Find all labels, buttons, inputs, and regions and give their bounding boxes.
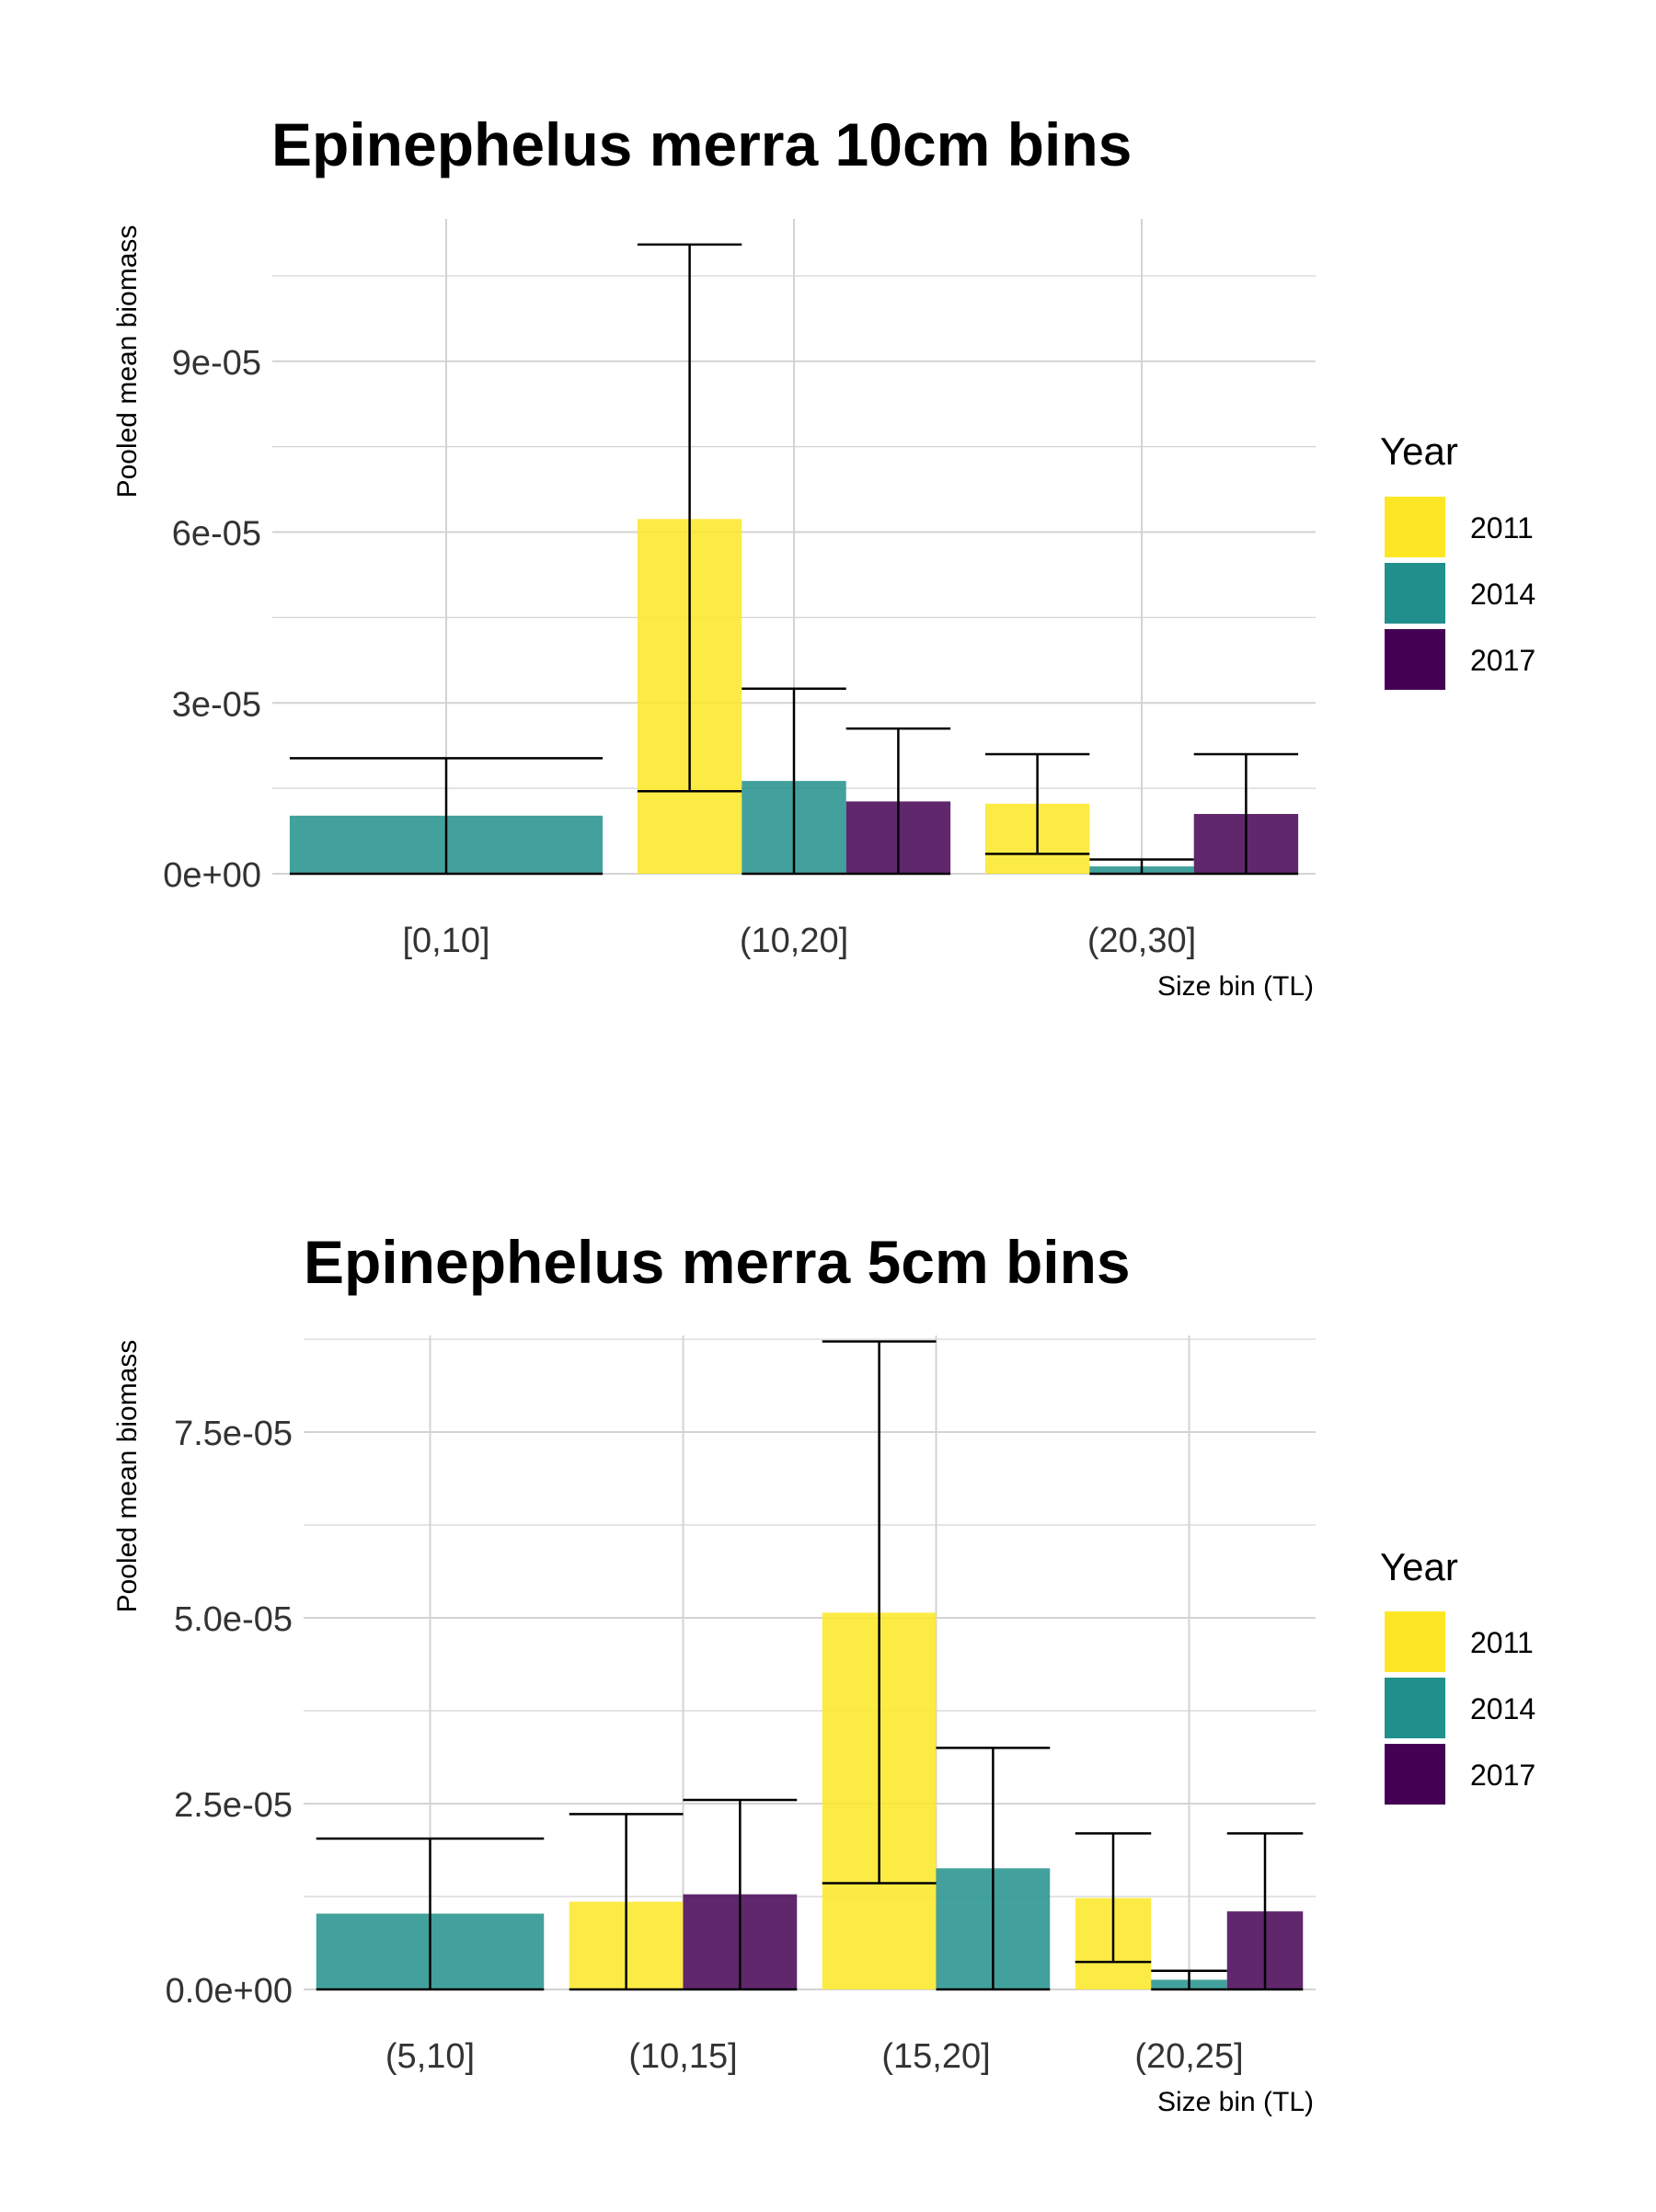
legend-key-2011 <box>1385 1611 1445 1672</box>
chart-title: Epinephelus merra 10cm bins <box>271 110 1132 178</box>
y-tick-label: 2.5e-05 <box>174 1786 293 1825</box>
legend-key-2011 <box>1385 497 1445 557</box>
y-tick-label: 3e-05 <box>172 685 261 724</box>
x-tick-label: (20,30] <box>1087 922 1196 960</box>
legend-key-2014 <box>1385 563 1445 624</box>
x-axis-label: Size bin (TL) <box>1157 2087 1314 2117</box>
y-axis-label: Pooled mean biomass <box>112 1340 143 1613</box>
legend-label-2014: 2014 <box>1470 578 1535 611</box>
y-tick-label: 7.5e-05 <box>174 1415 293 1453</box>
legend-title: Year <box>1380 430 1458 473</box>
x-tick-label: [0,10] <box>402 922 489 960</box>
legend-label-2017: 2017 <box>1470 644 1535 677</box>
y-axis-label: Pooled mean biomass <box>112 225 143 499</box>
legend: Year 2011 2014 2017 <box>1380 1545 1535 1805</box>
legend-key-2014 <box>1385 1678 1445 1738</box>
legend-key-2017 <box>1385 1744 1445 1805</box>
y-tick-label: 5.0e-05 <box>174 1600 293 1639</box>
plot-area: 0e+00 3e-05 6e-05 9e-05 [0,10] (10,20] (20,30] <box>163 219 1316 960</box>
y-tick-label: 6e-05 <box>172 515 261 554</box>
legend-label-2011: 2011 <box>1470 511 1534 544</box>
legend-label-2014: 2014 <box>1470 1692 1535 1725</box>
legend-title: Year <box>1380 1545 1458 1588</box>
y-tick-label: 0e+00 <box>163 856 261 895</box>
x-tick-label: (15,20] <box>881 2037 990 2076</box>
chart-panel-5cm-bins: Epinephelus merra 5cm bins Pooled mean b… <box>112 1228 1535 2117</box>
chart-panel-10cm-bins: Epinephelus merra 10cm bins Pooled mean … <box>112 110 1535 1002</box>
legend-label-2011: 2011 <box>1470 1626 1534 1659</box>
x-tick-label: (5,10] <box>385 2037 475 2076</box>
x-tick-label: (20,25] <box>1134 2037 1243 2076</box>
legend-label-2017: 2017 <box>1470 1759 1535 1792</box>
x-tick-label: (10,20] <box>740 922 848 960</box>
plot-area: 0.0e+00 2.5e-05 5.0e-05 7.5e-05 (5,10] (10,15… <box>166 1335 1316 2076</box>
y-tick-label: 0.0e+00 <box>166 1972 293 2011</box>
legend: Year 2011 2014 2017 <box>1380 430 1535 690</box>
chart-title: Epinephelus merra 5cm bins <box>304 1228 1131 1296</box>
x-tick-label: (10,15] <box>628 2037 737 2076</box>
x-axis-label: Size bin (TL) <box>1157 971 1314 1002</box>
y-tick-label: 9e-05 <box>172 344 261 383</box>
legend-key-2017 <box>1385 629 1445 690</box>
